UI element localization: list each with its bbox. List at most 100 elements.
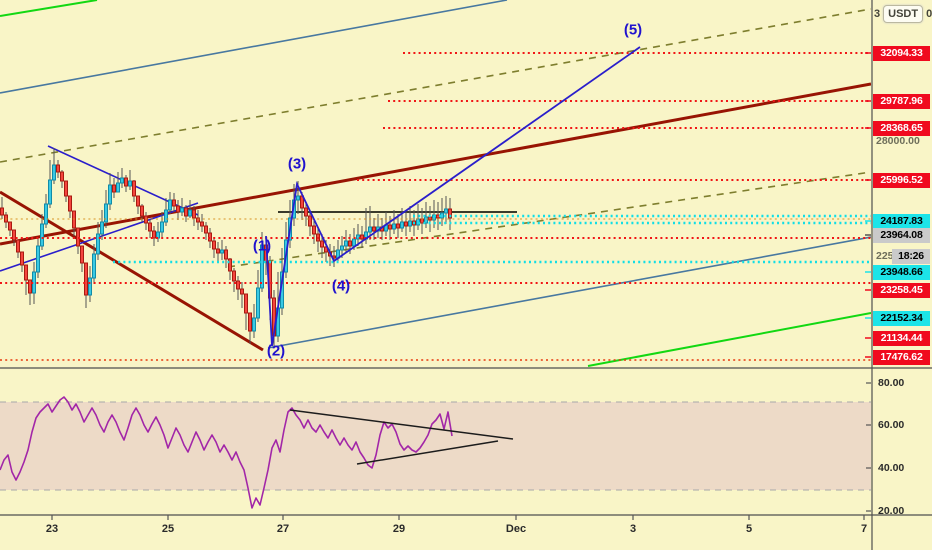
candle: [224, 249, 228, 260]
elliott-wave-lines: [265, 46, 641, 347]
price-level-label[interactable]: 23258.45: [873, 282, 930, 298]
candle: [220, 249, 224, 254]
indicator-scale-tick: 20.00: [878, 504, 905, 517]
candle: [8, 221, 12, 231]
time-label[interactable]: 5: [745, 523, 753, 535]
candle: [192, 209, 196, 219]
price-level-label[interactable]: 22152.34: [873, 310, 930, 326]
candle: [152, 230, 156, 239]
candle: [140, 205, 144, 217]
candle: [252, 317, 256, 332]
price-level-label[interactable]: 23948.66: [873, 264, 930, 280]
candlestick-series: [0, 148, 452, 347]
candle: [244, 293, 248, 314]
wave-count-label[interactable]: (1): [252, 237, 272, 255]
candle: [84, 262, 88, 296]
indicator-scale-tick: 80.00: [878, 376, 905, 389]
candle: [172, 199, 176, 207]
candle: [296, 195, 300, 201]
price-level-label[interactable]: 24187.83: [873, 213, 930, 229]
steel-upper: [0, 0, 508, 94]
header-left-digit: 3: [874, 8, 881, 20]
price-level-label[interactable]: 28368.65: [873, 120, 930, 136]
candle: [40, 223, 44, 247]
candle: [408, 220, 412, 227]
time-label[interactable]: 7: [860, 523, 868, 535]
time-label[interactable]: 23: [45, 523, 59, 535]
candle: [368, 226, 372, 233]
candle: [396, 223, 400, 229]
price-level-label[interactable]: 21134.44: [873, 330, 930, 346]
wave-count-label[interactable]: (3): [287, 155, 307, 173]
price-level-label[interactable]: 17476.62: [873, 349, 930, 365]
candle: [232, 270, 236, 282]
time-label[interactable]: 27: [276, 523, 290, 535]
price-level-label[interactable]: 23964.08: [873, 227, 930, 243]
candle: [228, 258, 232, 272]
candle: [320, 240, 324, 248]
time-label[interactable]: 3: [629, 523, 637, 535]
candle: [48, 179, 52, 205]
candle: [240, 288, 244, 295]
price-level-label[interactable]: 32094.33: [873, 45, 930, 61]
price-level-label[interactable]: 25996.52: [873, 172, 930, 188]
candle: [400, 221, 404, 229]
candle: [88, 277, 92, 296]
candle: [168, 199, 172, 211]
time-label[interactable]: 29: [392, 523, 406, 535]
candle: [360, 234, 364, 240]
steel-lower: [267, 236, 871, 349]
candle: [448, 208, 452, 219]
candle: [304, 207, 308, 217]
candle: [68, 195, 72, 212]
candle: [60, 171, 64, 182]
indicator-scale-tick: 40.00: [878, 461, 905, 474]
candle: [132, 180, 136, 197]
price-tick-partial: 28000.00: [876, 135, 920, 147]
candle: [96, 233, 100, 255]
candle: [444, 208, 448, 214]
time-label[interactable]: 25: [161, 523, 175, 535]
candle: [44, 203, 48, 225]
candle: [352, 238, 356, 247]
candle: [248, 312, 252, 332]
candle: [120, 177, 124, 184]
wave-count-label[interactable]: (4): [331, 277, 351, 295]
axis-tick-marks: [51, 52, 871, 520]
candle: [20, 251, 24, 266]
candle: [404, 221, 408, 227]
wave-count-label[interactable]: (5): [623, 21, 643, 39]
downtrend-thick: [0, 190, 264, 352]
time-label[interactable]: Dec: [505, 523, 527, 535]
candle: [56, 164, 60, 173]
green-bottom-right: [587, 312, 871, 367]
green-top-left: [0, 0, 98, 17]
candle: [0, 207, 4, 216]
candle: [80, 245, 84, 264]
candle: [188, 209, 192, 217]
channel-dash-upper: [0, 8, 871, 163]
candle: [200, 221, 204, 227]
candle: [312, 225, 316, 235]
candle: [204, 225, 208, 234]
time-axis[interactable]: 23 25 27 29 Dec 3 5 7: [0, 515, 932, 550]
candle: [196, 217, 200, 223]
candle: [104, 203, 108, 223]
candle: [100, 221, 104, 235]
candle: [164, 209, 168, 223]
wave-count-label[interactable]: (2): [266, 342, 286, 360]
currency-unit-badge[interactable]: USDT: [883, 5, 924, 23]
indicator-scale-tick: 60.00: [878, 418, 905, 431]
candle: [28, 279, 32, 294]
candle: [372, 226, 376, 232]
price-level-label[interactable]: 29787.96: [873, 93, 930, 109]
channel-dash-lower: [227, 171, 871, 268]
price-axis-header: 3 USDT 0: [874, 4, 932, 24]
price-axis[interactable]: 28000.0022500.0032094.3329787.9628368.65…: [872, 0, 932, 550]
candle: [148, 222, 152, 232]
candle: [260, 244, 264, 289]
candle: [136, 195, 140, 207]
candle: [176, 205, 180, 213]
